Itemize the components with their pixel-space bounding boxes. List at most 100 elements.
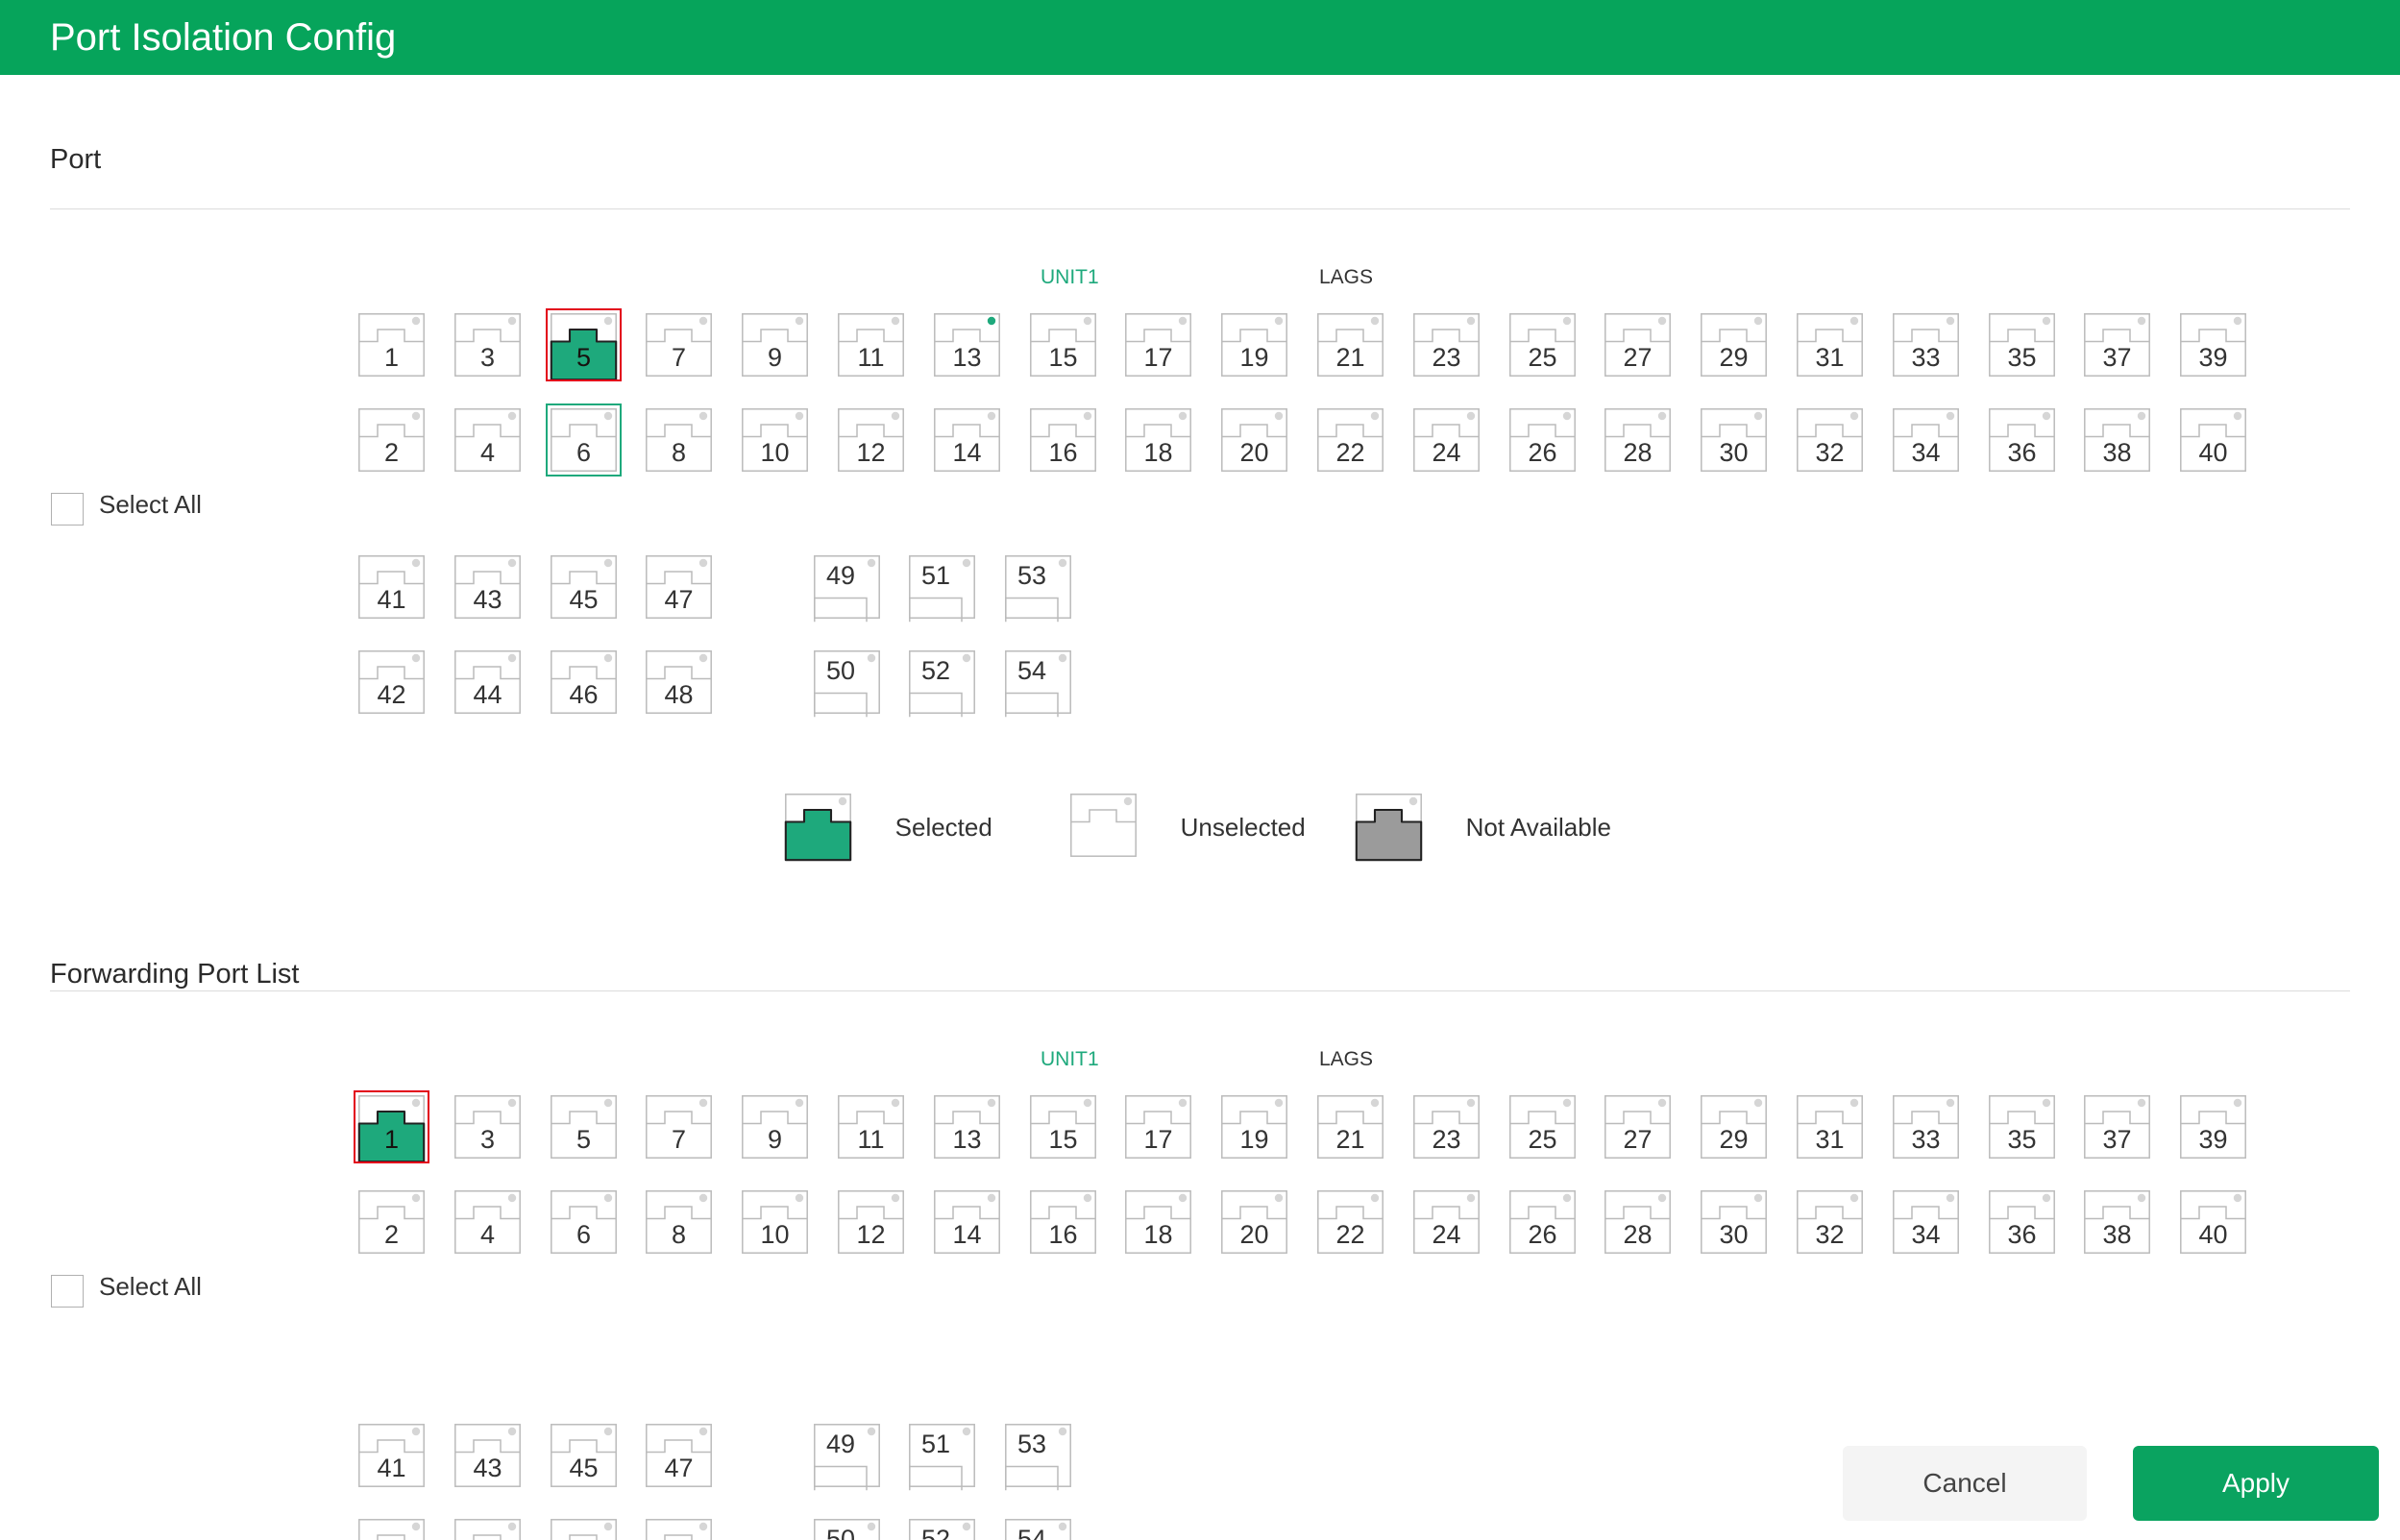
svg-text:24: 24 [1432, 438, 1460, 467]
svg-text:51: 51 [921, 1430, 950, 1458]
svg-text:29: 29 [1720, 343, 1749, 372]
svg-text:30: 30 [1720, 1220, 1749, 1249]
svg-text:15: 15 [1048, 343, 1077, 372]
svg-text:47: 47 [665, 1454, 694, 1482]
svg-text:54: 54 [1017, 656, 1046, 685]
svg-text:43: 43 [473, 585, 502, 614]
svg-text:26: 26 [1528, 1220, 1556, 1249]
svg-text:20: 20 [1240, 438, 1269, 467]
svg-text:41: 41 [377, 1454, 405, 1482]
svg-text:48: 48 [665, 680, 694, 709]
svg-text:50: 50 [826, 656, 855, 685]
svg-text:4: 4 [480, 1220, 495, 1249]
svg-text:27: 27 [1624, 343, 1653, 372]
svg-text:50: 50 [826, 1525, 855, 1540]
svg-text:1: 1 [384, 1125, 399, 1154]
svg-text:5: 5 [576, 343, 591, 372]
svg-text:17: 17 [1144, 343, 1173, 372]
svg-text:7: 7 [672, 1125, 686, 1154]
svg-text:19: 19 [1240, 343, 1269, 372]
svg-text:52: 52 [921, 1525, 950, 1540]
svg-text:37: 37 [2103, 343, 2132, 372]
svg-text:12: 12 [856, 1220, 885, 1249]
svg-text:3: 3 [480, 343, 495, 372]
svg-text:3: 3 [480, 1125, 495, 1154]
svg-text:32: 32 [1815, 1220, 1844, 1249]
svg-text:52: 52 [921, 656, 950, 685]
svg-text:6: 6 [576, 438, 591, 467]
svg-text:11: 11 [857, 1125, 884, 1154]
svg-text:15: 15 [1048, 1125, 1077, 1154]
svg-text:40: 40 [2199, 438, 2228, 467]
svg-text:26: 26 [1528, 438, 1556, 467]
svg-text:47: 47 [665, 585, 694, 614]
svg-text:53: 53 [1017, 561, 1046, 590]
svg-text:45: 45 [569, 585, 598, 614]
svg-text:9: 9 [768, 343, 782, 372]
svg-text:8: 8 [672, 1220, 686, 1249]
svg-text:35: 35 [2007, 1125, 2036, 1154]
svg-text:44: 44 [473, 680, 502, 709]
svg-text:38: 38 [2103, 438, 2132, 467]
svg-text:24: 24 [1432, 1220, 1460, 1249]
svg-text:16: 16 [1048, 438, 1077, 467]
svg-text:27: 27 [1624, 1125, 1653, 1154]
svg-text:10: 10 [761, 438, 790, 467]
svg-text:25: 25 [1528, 1125, 1556, 1154]
svg-text:32: 32 [1815, 438, 1844, 467]
svg-text:14: 14 [952, 438, 981, 467]
svg-text:49: 49 [826, 1430, 855, 1458]
svg-text:39: 39 [2199, 1125, 2228, 1154]
svg-text:22: 22 [1335, 438, 1364, 467]
svg-text:33: 33 [1911, 1125, 1940, 1154]
svg-text:33: 33 [1911, 343, 1940, 372]
svg-text:8: 8 [672, 438, 686, 467]
svg-text:36: 36 [2007, 438, 2036, 467]
svg-text:18: 18 [1144, 1220, 1173, 1249]
svg-text:23: 23 [1432, 343, 1460, 372]
svg-text:23: 23 [1432, 1125, 1460, 1154]
svg-text:41: 41 [377, 585, 405, 614]
svg-text:5: 5 [576, 1125, 591, 1154]
svg-text:22: 22 [1335, 1220, 1364, 1249]
svg-text:2: 2 [384, 1220, 399, 1249]
svg-text:35: 35 [2007, 343, 2036, 372]
svg-text:29: 29 [1720, 1125, 1749, 1154]
svg-text:40: 40 [2199, 1220, 2228, 1249]
svg-text:31: 31 [1815, 343, 1844, 372]
svg-text:53: 53 [1017, 1430, 1046, 1458]
svg-text:34: 34 [1911, 1220, 1940, 1249]
svg-text:39: 39 [2199, 343, 2228, 372]
svg-text:46: 46 [569, 680, 598, 709]
svg-text:7: 7 [672, 343, 686, 372]
svg-text:31: 31 [1815, 1125, 1844, 1154]
svg-text:9: 9 [768, 1125, 782, 1154]
svg-text:34: 34 [1911, 438, 1940, 467]
svg-text:37: 37 [2103, 1125, 2132, 1154]
svg-text:11: 11 [857, 343, 884, 372]
svg-text:21: 21 [1335, 343, 1364, 372]
svg-text:42: 42 [377, 680, 405, 709]
svg-text:10: 10 [761, 1220, 790, 1249]
svg-text:25: 25 [1528, 343, 1556, 372]
svg-text:14: 14 [952, 1220, 981, 1249]
svg-text:28: 28 [1624, 438, 1653, 467]
svg-text:49: 49 [826, 561, 855, 590]
svg-text:12: 12 [856, 438, 885, 467]
svg-text:43: 43 [473, 1454, 502, 1482]
svg-text:13: 13 [952, 1125, 981, 1154]
svg-text:30: 30 [1720, 438, 1749, 467]
svg-text:1: 1 [384, 343, 399, 372]
svg-text:36: 36 [2007, 1220, 2036, 1249]
svg-text:54: 54 [1017, 1525, 1046, 1540]
svg-text:51: 51 [921, 561, 950, 590]
svg-text:21: 21 [1335, 1125, 1364, 1154]
svg-text:38: 38 [2103, 1220, 2132, 1249]
svg-text:28: 28 [1624, 1220, 1653, 1249]
svg-text:45: 45 [569, 1454, 598, 1482]
svg-text:20: 20 [1240, 1220, 1269, 1249]
svg-text:17: 17 [1144, 1125, 1173, 1154]
svg-text:18: 18 [1144, 438, 1173, 467]
svg-text:4: 4 [480, 438, 495, 467]
svg-text:6: 6 [576, 1220, 591, 1249]
